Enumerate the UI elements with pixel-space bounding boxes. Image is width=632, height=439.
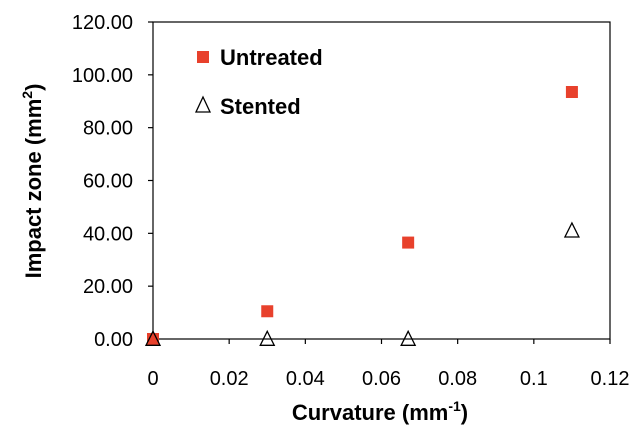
y-tick-label: 100.00 xyxy=(72,65,133,87)
y-tick-label: 40.00 xyxy=(83,223,133,245)
x-axis: 0 0.02 0.04 0.06 0.08 0.1 0.12 xyxy=(147,339,629,390)
x-tick-label: 0.08 xyxy=(438,368,477,390)
y-tick-label: 120.00 xyxy=(72,12,133,34)
legend-marker-untreated xyxy=(197,51,209,63)
point-untreated xyxy=(261,305,274,318)
x-tick-label: 0.12 xyxy=(591,368,630,390)
legend-label-untreated: Untreated xyxy=(220,45,323,70)
x-axis-title: Curvature (mm-1) xyxy=(292,398,468,425)
point-stented xyxy=(563,221,580,238)
point-stented xyxy=(144,329,162,346)
data-points xyxy=(144,86,580,346)
point-stented xyxy=(400,329,417,346)
y-tick-label: 20.00 xyxy=(83,276,133,298)
y-axis: 0.00 20.00 40.00 60.00 80.00 100.00 120.00 xyxy=(72,12,153,351)
x-tick-label: 0.06 xyxy=(362,368,401,390)
x-tick-label: 0.1 xyxy=(520,368,548,390)
point-stented xyxy=(259,329,276,346)
y-axis-title: Impact zone (mm2) xyxy=(19,84,46,279)
legend-marker-stented xyxy=(194,95,212,113)
legend: Untreated Stented xyxy=(194,45,323,119)
x-axis-title-end: ) xyxy=(461,400,468,425)
point-untreated xyxy=(402,236,415,249)
point-untreated xyxy=(565,86,578,99)
y-tick-label: 0.00 xyxy=(94,329,133,351)
legend-label-stented: Stented xyxy=(220,94,301,119)
y-axis-title-end: ) xyxy=(21,84,46,91)
x-tick-label: 0.04 xyxy=(286,368,325,390)
x-tick-label: 0.02 xyxy=(210,368,249,390)
y-tick-label: 80.00 xyxy=(83,118,133,140)
y-axis-title-sup: 2 xyxy=(19,91,35,99)
y-tick-label: 60.00 xyxy=(83,171,133,193)
x-axis-title-text: Curvature (mm xyxy=(292,400,448,425)
x-tick-label: 0 xyxy=(147,368,158,390)
x-axis-title-sup: -1 xyxy=(448,398,461,414)
y-axis-title-text: Impact zone (mm xyxy=(21,99,46,279)
